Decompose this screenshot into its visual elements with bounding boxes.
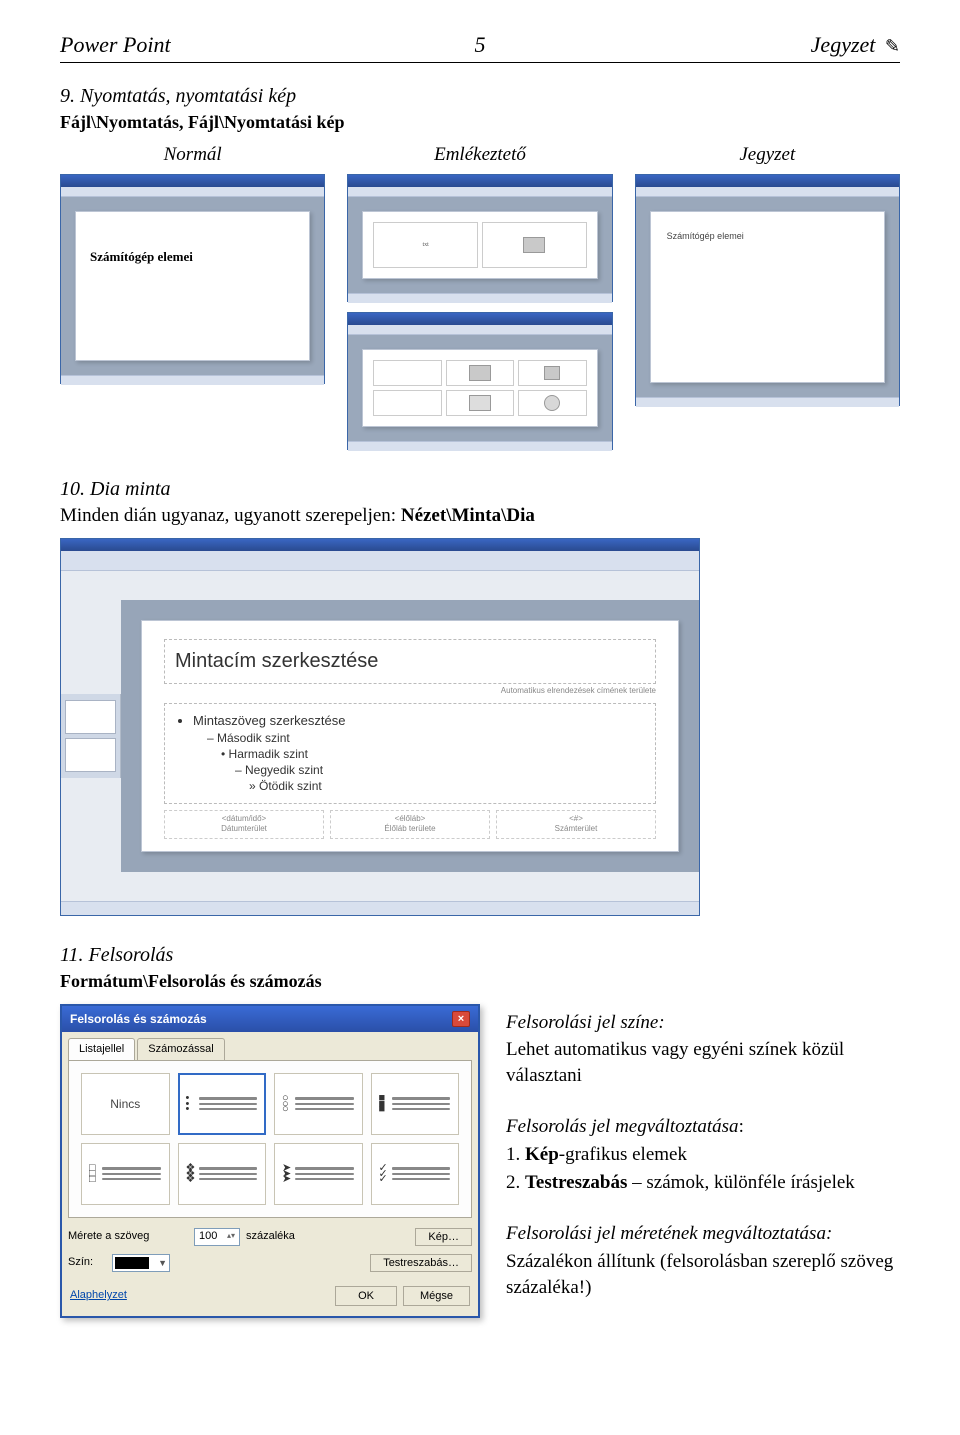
bullet-option[interactable] — [178, 1073, 267, 1135]
bullet-option[interactable] — [371, 1073, 460, 1135]
section10-title: 10. Dia minta — [60, 476, 900, 503]
dialog-titlebar: Felsorolás és számozás × — [62, 1006, 478, 1032]
dialog-tabs: Listajellel Számozással — [62, 1032, 478, 1060]
section9-path-text: Fájl\Nyomtatás, Fájl\Nyomtatási kép — [60, 112, 344, 132]
master-l4: Negyedik szint — [245, 763, 323, 777]
pencil-icon: ✎ — [885, 36, 900, 56]
col-normal: Normál Számítógép elemei — [60, 142, 325, 450]
section11-path: Formátum\Felsorolás és számozás — [60, 969, 900, 993]
bullet-option[interactable] — [274, 1073, 363, 1135]
section11-description: Felsorolási jel színe: Lehet automatikus… — [506, 1004, 900, 1303]
ok-button[interactable]: OK — [335, 1286, 397, 1306]
header-left: Power Point — [60, 30, 340, 60]
color-label: Szín: — [68, 1255, 106, 1270]
page-header: Power Point 5 Jegyzet ✎ — [60, 30, 900, 63]
col-normal-label: Normál — [164, 142, 222, 168]
desc-color-title: Felsorolási jel színe: — [506, 1010, 900, 1036]
screenshot-slide-master: Mintacím szerkesztése Automatikus elrend… — [60, 538, 700, 916]
screenshot-notes: Számítógép elemei — [635, 174, 900, 406]
size-label: Mérete a szöveg — [68, 1229, 188, 1244]
slide-master-preview: Mintacím szerkesztése Automatikus elrend… — [141, 620, 679, 852]
master-l5: Ötödik szint — [259, 779, 322, 793]
section9-columns: Normál Számítógép elemei Emlékeztető txt — [60, 142, 900, 450]
close-icon[interactable]: × — [452, 1011, 470, 1027]
col-notes: Jegyzet Számítógép elemei — [635, 142, 900, 450]
reset-link[interactable]: Alaphelyzet — [70, 1288, 127, 1303]
color-dropdown[interactable]: ▼ — [112, 1254, 170, 1272]
dialog-controls: Mérete a szöveg 100▴▾ százaléka Kép… Szí… — [62, 1218, 478, 1278]
thumbnail — [65, 738, 116, 772]
picture-button[interactable]: Kép… — [415, 1228, 472, 1246]
col-reminder-label: Emlékeztető — [434, 142, 526, 168]
slide-content: Számítógép elemei — [75, 211, 310, 361]
header-right-text: Jegyzet — [811, 32, 876, 57]
bullet-option[interactable] — [81, 1143, 170, 1205]
thumbnail — [65, 700, 116, 734]
header-page-number: 5 — [340, 30, 620, 60]
col-reminder: Emlékeztető txt — [347, 142, 612, 450]
screenshot-normal: Számítógép elemei — [60, 174, 325, 384]
screenshot-reminder-2 — [347, 312, 612, 450]
dialog-body: Nincs — [68, 1060, 472, 1218]
bullet-style-grid: Nincs — [81, 1073, 459, 1205]
section10-intro-plain: Minden dián ugyanaz, ugyanott szerepelje… — [60, 505, 401, 526]
cancel-button[interactable]: Mégse — [403, 1286, 470, 1306]
size-unit: százaléka — [246, 1229, 295, 1244]
master-body: Mintaszöveg szerkesztése Második szint H… — [164, 703, 656, 803]
desc-color: Felsorolási jel színe: Lehet automatikus… — [506, 1010, 900, 1091]
screenshot-body: Számítógép elemei — [61, 197, 324, 375]
desc-size-title: Felsorolási jel méretének megváltoztatás… — [506, 1221, 900, 1247]
section11-title: 11. Felsorolás — [60, 942, 900, 969]
header-right: Jegyzet ✎ — [620, 30, 900, 60]
bullet-option[interactable] — [178, 1143, 267, 1205]
bullet-option[interactable] — [274, 1143, 363, 1205]
bullets-dialog: Felsorolás és számozás × Listajellel Szá… — [60, 1004, 480, 1318]
col-notes-label: Jegyzet — [739, 142, 795, 168]
section10-intro-bold: Nézet\Minta\Dia — [401, 505, 535, 526]
toolbar — [61, 187, 324, 197]
desc-color-text: Lehet automatikus vagy egyéni színek köz… — [506, 1037, 900, 1088]
titlebar — [61, 175, 324, 187]
customize-button[interactable]: Testreszabás… — [370, 1254, 472, 1272]
tab-numbered[interactable]: Számozással — [137, 1038, 224, 1060]
slide-text: Számítógép elemei — [90, 249, 193, 264]
master-l1: Mintaszöveg szerkesztése — [193, 713, 345, 728]
desc-size-text: Százalékon állítunk (felsorolásban szere… — [506, 1249, 900, 1300]
statusbar — [61, 375, 324, 385]
screenshot-reminder-1: txt — [347, 174, 612, 302]
master-title: Mintacím szerkesztése — [164, 639, 656, 684]
desc-change: Felsorolás jel megváltoztatása: 1. Kép-g… — [506, 1114, 900, 1197]
master-l3: Harmadik szint — [229, 747, 308, 761]
notes-text: Számítógép elemei — [667, 231, 744, 241]
size-spinner[interactable]: 100▴▾ — [194, 1228, 240, 1246]
dialog-title-text: Felsorolás és számozás — [70, 1011, 207, 1027]
master-l2: Második szint — [217, 731, 290, 745]
dialog-footer: Alaphelyzet OK Mégse — [62, 1278, 478, 1316]
section9-path: Fájl\Nyomtatás, Fájl\Nyomtatási kép — [60, 110, 900, 134]
master-footers: <dátum/idő>Dátumterület <élőláb>Élőláb t… — [164, 810, 656, 840]
thumbnail-rail — [61, 694, 121, 778]
section11-layout: Felsorolás és számozás × Listajellel Szá… — [60, 1004, 900, 1318]
master-sub: Automatikus elrendezések címének terület… — [164, 686, 656, 697]
section11-path-text: Formátum\Felsorolás és számozás — [60, 971, 322, 991]
tab-bulleted[interactable]: Listajellel — [68, 1038, 135, 1060]
bullet-option-none[interactable]: Nincs — [81, 1073, 170, 1135]
bullet-option[interactable] — [371, 1143, 460, 1205]
section9-title: 9. Nyomtatás, nyomtatási kép — [60, 83, 900, 110]
desc-size: Felsorolási jel méretének megváltoztatás… — [506, 1221, 900, 1302]
section10-intro: Minden dián ugyanaz, ugyanott szerepelje… — [60, 503, 900, 529]
